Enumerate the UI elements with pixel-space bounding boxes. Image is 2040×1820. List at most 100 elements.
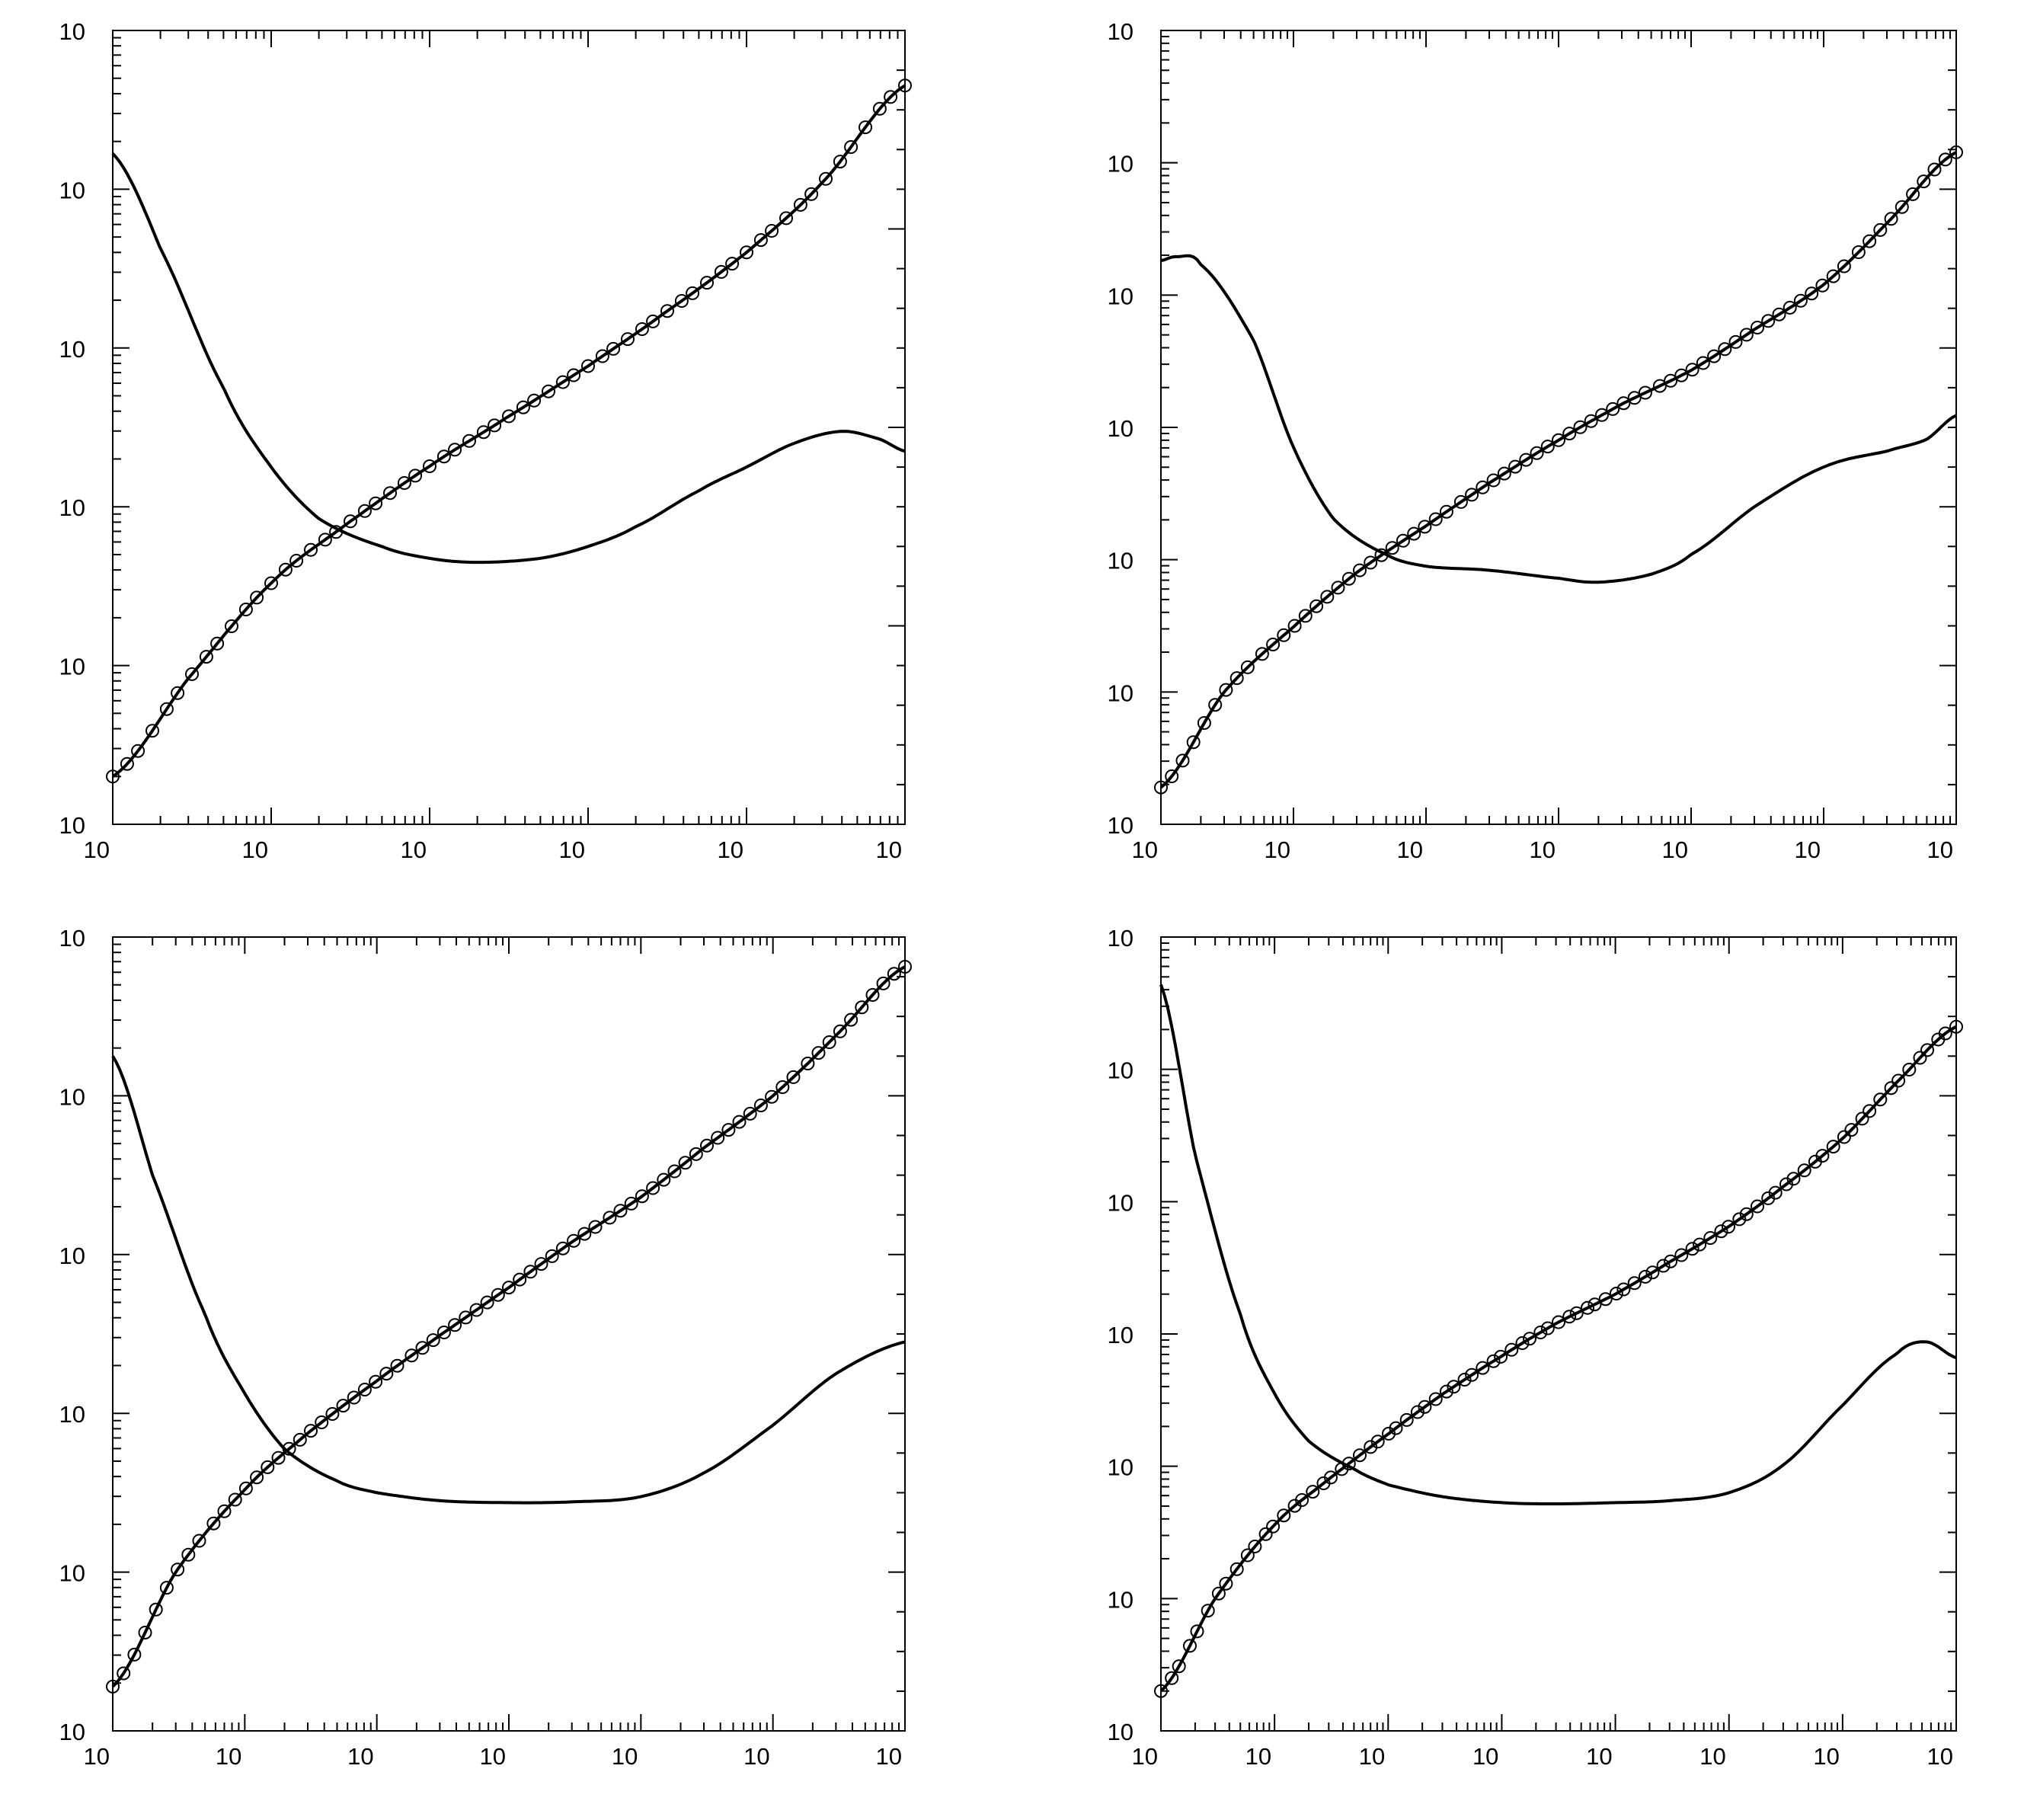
- g1-marker: [740, 245, 753, 260]
- g1-marker: [225, 619, 238, 633]
- g1-marker: [1255, 647, 1269, 661]
- g1-marker: [1884, 212, 1898, 226]
- g1-marker: [1616, 396, 1631, 411]
- g1-curve: [111, 84, 906, 778]
- g1-marker: [1309, 599, 1324, 613]
- g1-marker: [1385, 541, 1399, 555]
- g1-marker: [1240, 660, 1255, 674]
- g1-marker: [844, 1012, 859, 1027]
- x-tick-label-base: 10: [612, 1743, 638, 1770]
- y-left-tick-label-base: 10: [1108, 1057, 1134, 1084]
- g1-marker: [581, 359, 595, 373]
- g1-marker: [228, 1492, 242, 1507]
- g1-marker: [369, 496, 383, 510]
- g1-marker: [1938, 1026, 1952, 1041]
- g1-marker: [1855, 1112, 1869, 1126]
- g1-marker: [1248, 1540, 1262, 1553]
- g1-marker: [1165, 1671, 1179, 1685]
- g1-marker: [700, 276, 714, 290]
- g1-marker: [1465, 1367, 1479, 1382]
- g1-marker: [689, 1147, 703, 1161]
- g1-curve: [111, 965, 906, 1688]
- g1-marker: [667, 1164, 682, 1179]
- y-left-tick-label-base: 10: [1108, 415, 1134, 442]
- g1-marker: [1797, 1163, 1811, 1178]
- g1-marker: [1751, 1199, 1764, 1214]
- x-tick-label-base: 10: [718, 836, 743, 863]
- plot-frame: [112, 936, 906, 1732]
- g1-marker: [1805, 286, 1819, 301]
- g1-marker: [1722, 1220, 1735, 1234]
- g1-marker: [1581, 1300, 1594, 1315]
- g1-marker: [606, 341, 621, 356]
- g1-marker: [1891, 1073, 1906, 1088]
- g1-marker: [1645, 1265, 1660, 1280]
- g1-marker: [325, 1407, 340, 1421]
- g1-marker: [1508, 459, 1523, 474]
- x-tick-label-base: 10: [216, 1743, 241, 1770]
- g1-marker: [1519, 453, 1533, 467]
- g1-marker: [678, 1156, 692, 1170]
- g1-marker: [1703, 1231, 1718, 1245]
- y-left-tick-label-base: 10: [59, 177, 85, 203]
- series-g1: [106, 78, 912, 784]
- g1-marker: [1175, 753, 1190, 768]
- g1-marker: [1494, 1349, 1508, 1364]
- g1-marker: [250, 590, 264, 605]
- g1-marker: [1739, 328, 1754, 342]
- g1-marker: [1793, 293, 1808, 308]
- g1-marker: [1266, 1519, 1281, 1534]
- g1-marker: [1341, 571, 1356, 586]
- g1-marker: [686, 286, 700, 300]
- g1-marker: [1714, 1224, 1728, 1239]
- g1-marker: [315, 1415, 329, 1429]
- g1-marker: [1277, 628, 1291, 642]
- g1-marker: [1569, 1306, 1584, 1320]
- g1-marker: [1674, 368, 1689, 382]
- g1-marker: [646, 314, 660, 328]
- g1-marker: [859, 120, 872, 135]
- g1-marker: [1165, 769, 1179, 783]
- g1-marker: [1364, 555, 1378, 570]
- g1-marker: [1208, 698, 1223, 712]
- g1-marker: [476, 425, 491, 440]
- g1-marker: [1693, 1237, 1707, 1252]
- x-tick-label-base: 10: [743, 1743, 769, 1770]
- g1-marker: [865, 988, 880, 1002]
- y-left-tick-label-base: 10: [1108, 548, 1134, 574]
- g1-marker: [884, 90, 898, 104]
- g1-marker: [1324, 1470, 1338, 1485]
- g1-marker: [1664, 1254, 1678, 1268]
- x-tick-label-base: 10: [1132, 836, 1158, 863]
- g1-marker: [765, 224, 779, 238]
- g1-marker: [513, 1272, 527, 1287]
- g1-marker: [887, 967, 901, 981]
- g1-marker: [595, 349, 609, 363]
- x-tick-label-base: 10: [1245, 1743, 1271, 1770]
- g1-marker: [192, 1534, 206, 1548]
- g1-marker: [1389, 1421, 1403, 1435]
- g1-marker: [516, 400, 530, 414]
- g1-marker: [426, 1333, 440, 1348]
- g1-marker: [357, 504, 372, 518]
- y-left-tick-label-base: 10: [1108, 1454, 1134, 1481]
- g1-marker: [1863, 234, 1877, 248]
- g1-marker: [567, 1233, 581, 1248]
- g1-marker: [1609, 1287, 1623, 1300]
- g1-marker: [502, 1281, 516, 1295]
- g1-marker: [1718, 342, 1732, 357]
- g1-marker: [793, 197, 807, 212]
- g1-marker: [264, 576, 278, 590]
- g1-marker: [1353, 1448, 1367, 1463]
- g1-marker: [1552, 433, 1565, 447]
- g1-marker: [833, 1024, 847, 1038]
- g1-marker: [1573, 420, 1588, 434]
- g1-marker: [171, 1563, 185, 1577]
- g1-marker: [753, 1099, 768, 1112]
- g1-marker: [1306, 1485, 1320, 1499]
- g1-marker: [898, 78, 912, 93]
- g1-marker: [502, 409, 516, 424]
- g1-marker: [181, 1547, 196, 1562]
